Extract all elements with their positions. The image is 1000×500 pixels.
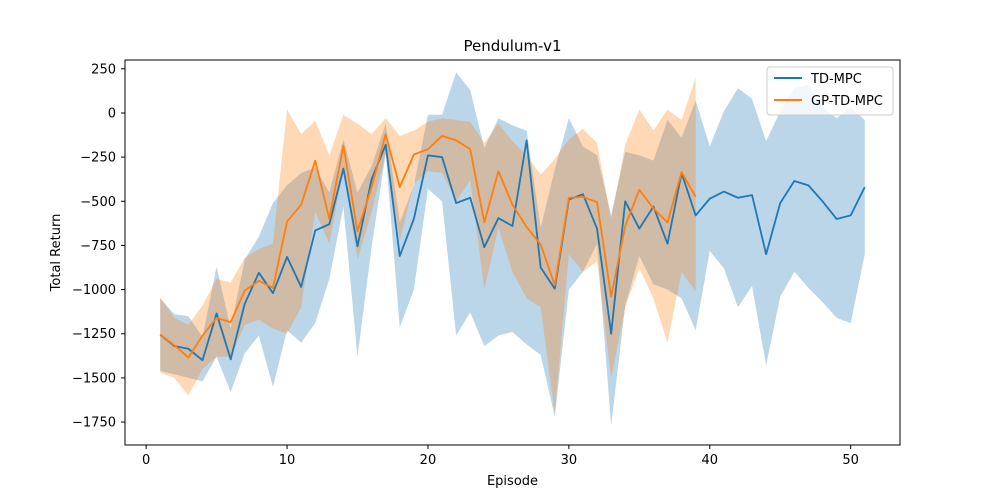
y-tick-label: 0 <box>108 106 116 121</box>
y-axis: 250 0 −250 −500 −750 −1000 −1250 −1500 −1750 <box>72 62 125 431</box>
x-tick-label: 40 <box>701 453 718 468</box>
chart-title: Pendulum-v1 <box>464 37 562 55</box>
x-tick-label: 50 <box>842 453 859 468</box>
td-mpc-line <box>159 139 866 362</box>
gp-td-mpc-band <box>160 77 696 414</box>
legend-label-gp-td-mpc: GP-TD-MPC <box>811 94 883 109</box>
y-tick-label: −1750 <box>72 416 116 431</box>
y-tick-label: −1500 <box>72 371 116 386</box>
confidence-bands <box>160 72 865 426</box>
y-tick-label: −500 <box>80 195 116 210</box>
y-axis-title: Total Return <box>49 214 64 293</box>
x-tick-label: 0 <box>142 453 150 468</box>
x-axis: 0 10 20 30 40 50 <box>142 445 859 468</box>
y-tick-label: −750 <box>80 239 116 254</box>
gp-td-mpc-line <box>159 133 697 359</box>
y-tick-label: 250 <box>91 62 116 77</box>
y-tick-label: −1250 <box>72 327 116 342</box>
x-tick-label: 10 <box>279 453 296 468</box>
x-axis-title: Episode <box>487 474 538 489</box>
x-tick-label: 30 <box>561 453 578 468</box>
legend-label-td-mpc: TD-MPC <box>810 72 862 87</box>
series-lines <box>159 133 866 362</box>
x-tick-label: 20 <box>420 453 437 468</box>
legend: TD-MPC GP-TD-MPC <box>766 66 894 116</box>
td-mpc-band <box>160 72 865 426</box>
plot-frame <box>124 59 901 446</box>
y-tick-label: −1000 <box>72 283 116 298</box>
y-tick-label: −250 <box>80 151 116 166</box>
